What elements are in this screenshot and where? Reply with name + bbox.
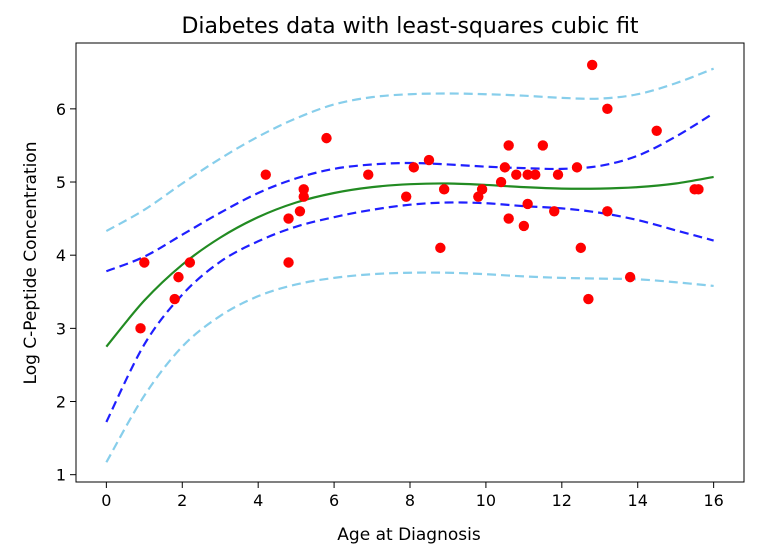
x-tick-label: 14 xyxy=(628,491,648,510)
x-tick-label: 4 xyxy=(253,491,263,510)
y-tick-label: 3 xyxy=(56,319,66,338)
y-tick-label: 6 xyxy=(56,100,66,119)
data-point xyxy=(602,206,613,217)
x-tick-label: 6 xyxy=(329,491,339,510)
x-tick-label: 2 xyxy=(177,491,187,510)
data-point xyxy=(583,293,594,305)
x-axis-label: Age at Diagnosis xyxy=(337,525,481,545)
data-point xyxy=(503,140,514,151)
series-lines xyxy=(105,67,715,463)
data-point xyxy=(499,162,511,173)
x-tick-label: 8 xyxy=(405,491,415,510)
x-tick-label: 12 xyxy=(552,491,572,510)
data-point xyxy=(283,213,294,224)
data-point xyxy=(321,132,332,144)
data-point xyxy=(530,169,541,180)
cubic-fit-line xyxy=(105,175,714,348)
confidence-lower-line xyxy=(105,201,714,423)
data-point xyxy=(363,169,374,180)
data-point xyxy=(298,184,309,195)
data-point xyxy=(438,184,450,195)
data-point xyxy=(651,125,662,136)
x-tick-label: 10 xyxy=(476,491,496,510)
data-point xyxy=(511,169,522,180)
data-point xyxy=(522,198,533,210)
data-point xyxy=(518,220,530,232)
data-point xyxy=(602,103,613,115)
prediction-upper-line xyxy=(105,67,715,233)
data-point xyxy=(624,271,636,283)
data-point xyxy=(503,213,514,224)
chart-title: Diabetes data with least-squares cubic f… xyxy=(181,14,638,39)
data-point xyxy=(139,257,150,268)
y-tick-label: 4 xyxy=(56,246,66,265)
data-point xyxy=(537,140,549,151)
prediction-lower-line xyxy=(105,271,714,463)
data-point xyxy=(423,154,435,166)
data-point xyxy=(552,169,564,180)
y-tick-label: 1 xyxy=(56,466,66,485)
data-points xyxy=(135,59,704,334)
x-tick-label: 16 xyxy=(703,491,723,510)
data-point xyxy=(135,323,146,334)
data-point xyxy=(260,169,271,180)
data-point xyxy=(283,257,294,268)
data-point xyxy=(435,242,446,254)
data-point xyxy=(549,206,560,217)
data-point xyxy=(693,184,704,195)
data-point xyxy=(495,176,507,188)
confidence-upper-line xyxy=(105,112,715,273)
data-point xyxy=(298,191,309,202)
data-point xyxy=(184,257,196,268)
data-point xyxy=(401,191,412,202)
data-point xyxy=(522,169,533,180)
y-tick-label: 2 xyxy=(56,393,66,412)
data-point xyxy=(408,162,419,173)
y-axis-label: Log C-Peptide Concentration xyxy=(21,142,41,385)
data-point xyxy=(575,242,586,254)
data-point xyxy=(571,162,583,173)
data-point xyxy=(169,293,180,305)
y-tick-label: 5 xyxy=(56,173,66,192)
x-tick-label: 0 xyxy=(101,491,111,510)
data-point xyxy=(586,59,598,71)
data-point xyxy=(173,271,184,283)
plot-area xyxy=(75,42,745,483)
data-point xyxy=(294,206,306,217)
data-point xyxy=(476,184,488,195)
